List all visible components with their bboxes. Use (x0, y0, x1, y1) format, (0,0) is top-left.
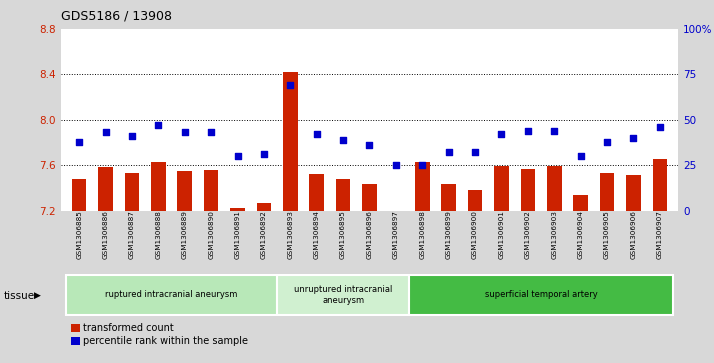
Point (179, 130, 191, 135)
Text: GSM1306894: GSM1306894 (313, 211, 320, 260)
Bar (409, 275, 673, 315)
Text: GSM1306897: GSM1306897 (393, 211, 399, 260)
Bar (336, 179, 351, 211)
Bar (441, 184, 456, 211)
Bar (362, 184, 377, 211)
Text: GSM1306892: GSM1306892 (261, 211, 267, 260)
Text: GSM1306889: GSM1306889 (182, 211, 188, 260)
Text: GSM1306906: GSM1306906 (630, 211, 636, 260)
Text: percentile rank within the sample: percentile rank within the sample (83, 336, 248, 346)
Bar (256, 203, 271, 211)
Text: GSM1306907: GSM1306907 (657, 211, 663, 260)
Bar (626, 175, 640, 211)
Bar (99, 167, 113, 211)
Point (285, 82, 296, 88)
Point (74, 139, 85, 144)
Bar (600, 173, 614, 211)
Point (601, 139, 613, 144)
Bar (309, 174, 324, 211)
Text: GSM1306895: GSM1306895 (340, 211, 346, 260)
Text: GSM1306903: GSM1306903 (551, 211, 557, 260)
Point (232, 153, 243, 159)
Point (443, 150, 454, 155)
Text: GSM1306891: GSM1306891 (234, 211, 241, 260)
Text: GSM1306902: GSM1306902 (525, 211, 531, 260)
Point (416, 162, 428, 168)
Bar (125, 173, 139, 211)
Text: GSM1306887: GSM1306887 (129, 211, 135, 260)
Point (496, 131, 507, 137)
Text: GSM1306885: GSM1306885 (76, 211, 82, 260)
Bar (573, 195, 588, 211)
Bar (66, 275, 277, 315)
Point (548, 128, 560, 134)
Bar (415, 162, 430, 211)
Bar (494, 166, 508, 211)
Bar (72, 179, 86, 211)
Text: GSM1306905: GSM1306905 (604, 211, 610, 260)
Bar (521, 168, 535, 211)
Bar (653, 159, 667, 211)
Text: GSM1306893: GSM1306893 (287, 211, 293, 260)
Point (628, 135, 639, 141)
Bar (231, 208, 245, 211)
Text: GSM1306899: GSM1306899 (446, 211, 452, 260)
Text: GSM1306904: GSM1306904 (578, 211, 583, 260)
Point (206, 130, 217, 135)
Point (100, 130, 111, 135)
Text: GSM1306886: GSM1306886 (103, 211, 109, 260)
Text: tissue: tissue (4, 291, 35, 301)
Text: ruptured intracranial aneurysm: ruptured intracranial aneurysm (106, 290, 238, 299)
Text: superficial temporal artery: superficial temporal artery (485, 290, 598, 299)
Point (522, 128, 533, 134)
Text: GSM1306888: GSM1306888 (156, 211, 161, 260)
Point (126, 133, 138, 139)
Text: GSM1306898: GSM1306898 (419, 211, 426, 260)
Text: unruptured intracranial
aneurysm: unruptured intracranial aneurysm (294, 285, 392, 305)
Point (575, 153, 586, 159)
Text: GSM1306900: GSM1306900 (472, 211, 478, 260)
Text: GDS5186 / 13908: GDS5186 / 13908 (61, 9, 171, 22)
Bar (283, 72, 298, 211)
Text: GSM1306901: GSM1306901 (498, 211, 505, 260)
Point (338, 137, 349, 143)
Point (390, 162, 401, 168)
Point (153, 122, 164, 128)
Bar (547, 166, 561, 211)
Bar (468, 190, 483, 211)
Bar (277, 275, 409, 315)
Text: ▶: ▶ (34, 291, 41, 300)
Bar (204, 170, 218, 211)
Point (469, 150, 481, 155)
Point (363, 142, 375, 148)
Point (258, 151, 270, 157)
Text: GSM1306896: GSM1306896 (366, 211, 373, 260)
Text: GSM1306890: GSM1306890 (208, 211, 214, 260)
Bar (151, 162, 166, 211)
Point (654, 124, 665, 130)
Point (311, 131, 323, 137)
Text: transformed count: transformed count (83, 323, 174, 333)
Bar (178, 171, 192, 211)
